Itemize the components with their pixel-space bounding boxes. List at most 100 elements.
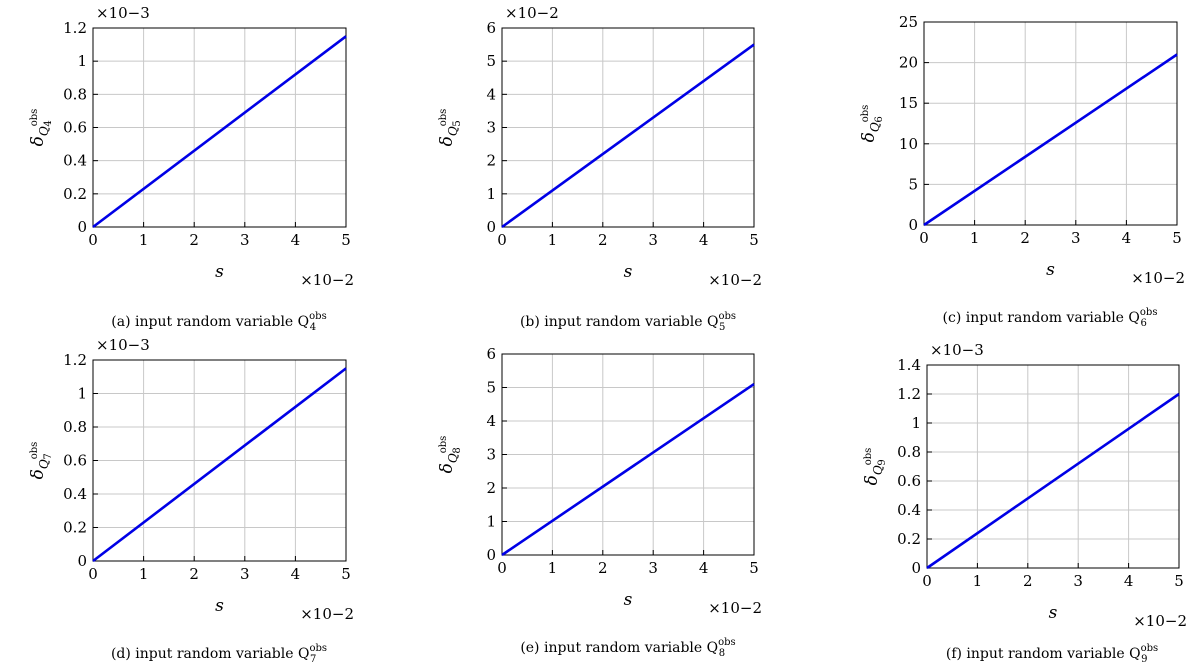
caption-sub: 9 xyxy=(1141,654,1147,665)
x-tick-label: 5 xyxy=(341,565,351,583)
y-label-sup: obs xyxy=(29,442,40,460)
y-tick-label: 1.4 xyxy=(897,356,921,374)
x-tick-label: 4 xyxy=(699,231,709,249)
x-exponent-label: ×10−2 xyxy=(300,271,354,289)
x-axis-label: s xyxy=(215,262,224,282)
y-label-sub: Q xyxy=(446,453,460,463)
x-tick-label: 1 xyxy=(139,231,149,249)
series-line xyxy=(501,383,755,557)
x-tick-label: 1 xyxy=(548,231,558,249)
y-tick-label: 15 xyxy=(899,94,918,112)
series-line xyxy=(501,43,755,229)
x-tick-label: 5 xyxy=(341,231,351,249)
x-tick-label: 5 xyxy=(749,231,759,249)
y-label-idx: 4 xyxy=(43,120,54,126)
y-tick-label: 0 xyxy=(911,559,921,577)
y-axis-label: δQobs 7 xyxy=(28,442,54,480)
x-tick-label: 2 xyxy=(1023,572,1033,590)
y-axis-label: δQobs 5 xyxy=(437,109,463,147)
x-tick-label: 5 xyxy=(1172,229,1182,247)
y-label-idx: 6 xyxy=(874,116,885,122)
caption: (a) input random variable Qobs 4 xyxy=(111,311,326,333)
x-tick-label: 1 xyxy=(548,559,558,577)
x-tick-label: 5 xyxy=(749,559,759,577)
y-tick-label: 0 xyxy=(486,218,496,236)
y-tick-label: 5 xyxy=(486,52,496,70)
caption-sup: obs xyxy=(309,643,327,654)
x-tick-label: 2 xyxy=(1020,229,1030,247)
x-exponent-label: ×10−2 xyxy=(708,271,762,289)
caption-sub: 6 xyxy=(1140,318,1146,329)
x-tick-label: 4 xyxy=(699,559,709,577)
x-tick-label: 0 xyxy=(919,229,929,247)
y-label-sup: obs xyxy=(438,436,449,454)
x-exponent-label: ×10−2 xyxy=(300,605,354,623)
x-exponent-label: ×10−2 xyxy=(1133,612,1187,630)
x-exponent-label: ×10−2 xyxy=(708,599,762,617)
caption: (c) input random variable Qobs 6 xyxy=(943,307,1158,329)
y-tick-label: 0 xyxy=(77,218,87,236)
x-tick-label: 3 xyxy=(240,231,250,249)
series-line xyxy=(92,35,347,229)
y-axis-label: δQobs 4 xyxy=(28,109,54,147)
y-tick-label: 1.2 xyxy=(63,19,87,37)
y-tick-label: 3 xyxy=(486,119,496,137)
x-tick-label: 0 xyxy=(922,572,932,590)
x-tick-label: 4 xyxy=(1122,229,1132,247)
x-tick-label: 2 xyxy=(189,565,199,583)
y-tick-label: 5 xyxy=(486,379,496,397)
y-tick-label: 0.6 xyxy=(897,472,921,490)
y-exponent-label: ×10−3 xyxy=(96,336,150,354)
y-tick-label: 4 xyxy=(486,412,496,430)
y-label-idx: 9 xyxy=(877,459,888,465)
y-tick-label: 0.8 xyxy=(63,418,87,436)
plot-frame xyxy=(926,364,1180,569)
series-line xyxy=(923,53,1178,227)
x-tick-label: 3 xyxy=(648,231,658,249)
y-label-sub: Q xyxy=(871,465,885,475)
caption: (b) input random variable Qobs 5 xyxy=(520,311,736,333)
plot-frame xyxy=(92,359,347,562)
y-label-sup: obs xyxy=(438,109,449,127)
x-tick-label: 1 xyxy=(139,565,149,583)
y-tick-label: 2 xyxy=(486,152,496,170)
x-tick-label: 1 xyxy=(973,572,983,590)
y-exponent-label: ×10−2 xyxy=(505,4,559,22)
x-tick-label: 0 xyxy=(497,231,507,249)
series-line xyxy=(926,392,1180,570)
caption-sup: obs xyxy=(718,637,736,648)
caption-sup: obs xyxy=(718,311,736,322)
caption-text: (a) input random variable Q xyxy=(111,314,309,330)
y-tick-label: 25 xyxy=(899,13,918,31)
y-tick-label: 20 xyxy=(899,54,918,72)
y-tick-label: 1 xyxy=(911,414,921,432)
x-tick-label: 3 xyxy=(648,559,658,577)
caption-text: (e) input random variable Q xyxy=(520,640,718,656)
caption: (f) input random variable Qobs 9 xyxy=(946,643,1158,665)
y-tick-label: 0 xyxy=(908,216,918,234)
y-tick-label: 1 xyxy=(77,385,87,403)
y-tick-label: 10 xyxy=(899,135,918,153)
y-tick-label: 3 xyxy=(486,446,496,464)
y-tick-label: 0.6 xyxy=(63,452,87,470)
caption-sub: 8 xyxy=(719,648,725,659)
x-axis-label: s xyxy=(1046,260,1055,280)
y-tick-label: 0.6 xyxy=(63,119,87,137)
y-tick-label: 0.2 xyxy=(63,519,87,537)
y-label-idx: 8 xyxy=(452,447,463,453)
y-tick-label: 0.4 xyxy=(63,152,87,170)
x-tick-label: 3 xyxy=(240,565,250,583)
x-tick-label: 2 xyxy=(598,559,608,577)
y-label-sub: Q xyxy=(37,126,51,136)
y-label-sub: Q xyxy=(868,122,882,132)
x-tick-label: 4 xyxy=(1124,572,1134,590)
y-tick-label: 1 xyxy=(486,185,496,203)
y-label-sup: obs xyxy=(863,448,874,466)
caption-text: (d) input random variable Q xyxy=(111,646,309,662)
x-tick-label: 5 xyxy=(1174,572,1184,590)
y-tick-label: 2 xyxy=(486,479,496,497)
